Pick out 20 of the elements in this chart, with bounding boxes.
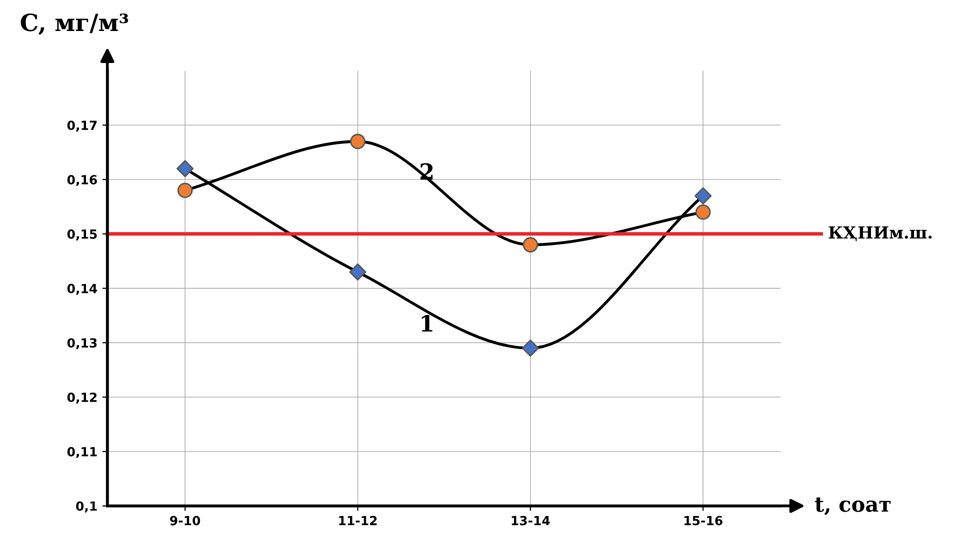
y-axis-title: C, мг/м³ bbox=[20, 13, 128, 35]
x-axis-title: t, соат bbox=[814, 498, 891, 516]
x-tick-label: 15-16 bbox=[684, 516, 722, 526]
point bbox=[176, 160, 194, 178]
point bbox=[522, 340, 539, 357]
ref-line-label: КҲНИм.ш. bbox=[828, 226, 932, 242]
y-tick-label: 0,11 bbox=[67, 446, 97, 458]
point bbox=[694, 187, 712, 204]
x-tick-label: 13-14 bbox=[512, 516, 550, 526]
y-tick-label: 0,15 bbox=[67, 229, 97, 240]
x-tick-label: 11-12 bbox=[339, 516, 377, 526]
y-tick-label: 0,17 bbox=[67, 120, 97, 132]
y-tick-label: 0,16 bbox=[67, 174, 97, 186]
y-tick-label: 0,13 bbox=[67, 338, 97, 350]
y-tick-label: 0,14 bbox=[67, 284, 98, 295]
x-tick-label: 9-10 bbox=[170, 516, 200, 526]
series-label: 1 bbox=[422, 314, 432, 332]
point bbox=[349, 263, 366, 281]
y-tick-label: 0,1 bbox=[76, 501, 97, 512]
y-tick-label: 0,12 bbox=[67, 392, 97, 404]
